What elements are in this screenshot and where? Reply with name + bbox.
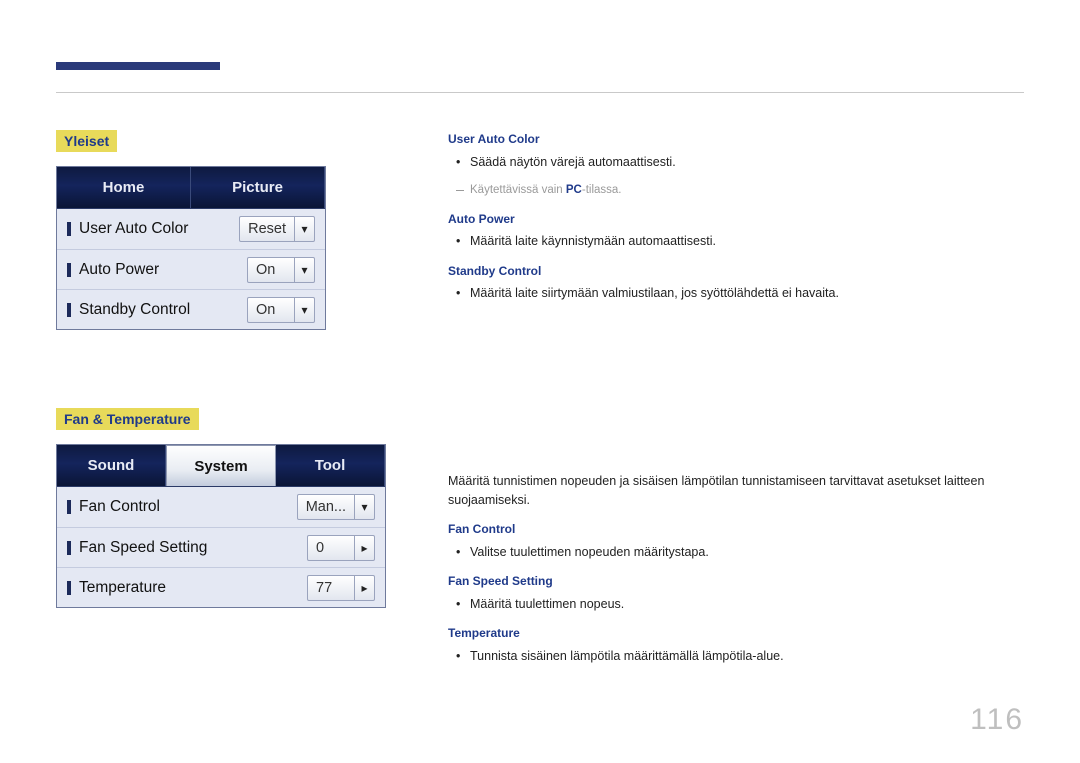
page-number: 116 <box>970 703 1024 737</box>
heading-fan-control: Fan Control <box>448 520 1024 539</box>
dropdown-auto-power[interactable]: On ▾ <box>247 257 315 283</box>
row-label: User Auto Color <box>79 220 239 238</box>
screenshot-yleiset: Home Picture User Auto Color Reset ▾ <box>56 166 326 330</box>
stepper-value: 77 <box>308 580 354 596</box>
list: Määritä laite käynnistymään automaattise… <box>448 232 1024 251</box>
chevron-down-icon: ▾ <box>354 495 374 519</box>
content: Yleiset Home Picture User Auto Color Res… <box>56 130 1024 676</box>
dropdown-value: Reset <box>240 221 294 237</box>
list-item: Määritä tuulettimen nopeus. <box>448 595 1024 614</box>
row-standby-control: Standby Control On ▾ <box>57 289 325 329</box>
chevron-right-icon: ▸ <box>354 576 374 600</box>
row-label: Standby Control <box>79 301 247 319</box>
heading-temperature: Temperature <box>448 624 1024 643</box>
row-fan-control: Fan Control Man... ▾ <box>57 487 385 527</box>
stepper-value: 0 <box>308 540 354 556</box>
dropdown-value: Man... <box>298 499 354 515</box>
section-title-fantemp: Fan & Temperature <box>56 408 199 430</box>
row-marker-icon <box>67 303 71 317</box>
dropdown-user-auto-color[interactable]: Reset ▾ <box>239 216 315 242</box>
row-marker-icon <box>67 581 71 595</box>
chevron-down-icon: ▾ <box>294 298 314 322</box>
row-temperature: Temperature 77 ▸ <box>57 567 385 607</box>
list: Määritä laite siirtymään valmiustilaan, … <box>448 284 1024 303</box>
dropdown-value: On <box>248 262 294 278</box>
dropdown-fan-control[interactable]: Man... ▾ <box>297 494 375 520</box>
row-auto-power: Auto Power On ▾ <box>57 249 325 289</box>
row-label: Fan Control <box>79 498 297 516</box>
dash-icon <box>456 190 464 191</box>
screenshot-fantemp: Sound System Tool Fan Control Man... ▾ <box>56 444 386 608</box>
row-user-auto-color: User Auto Color Reset ▾ <box>57 209 325 249</box>
list-item: Määritä laite siirtymään valmiustilaan, … <box>448 284 1024 303</box>
tab-picture[interactable]: Picture <box>191 167 325 208</box>
tabs-bar: Sound System Tool <box>57 445 385 487</box>
tab-home[interactable]: Home <box>57 167 191 208</box>
section-fantemp: Fan & Temperature Sound System Tool Fan … <box>56 408 408 608</box>
list-item: Valitse tuulettimen nopeuden määritystap… <box>448 543 1024 562</box>
dropdown-standby-control[interactable]: On ▾ <box>247 297 315 323</box>
dropdown-value: On <box>248 302 294 318</box>
row-label: Auto Power <box>79 261 247 279</box>
note-pc: PC <box>566 184 582 196</box>
tab-sound[interactable]: Sound <box>57 445 166 486</box>
section-title-yleiset: Yleiset <box>56 130 117 152</box>
settings-rows: User Auto Color Reset ▾ Auto Power On ▾ <box>57 209 325 329</box>
intro-fantemp: Määritä tunnistimen nopeuden ja sisäisen… <box>448 472 1024 511</box>
heading-auto-power: Auto Power <box>448 210 1024 229</box>
row-marker-icon <box>67 541 71 555</box>
tabs-bar: Home Picture <box>57 167 325 209</box>
row-marker-icon <box>67 263 71 277</box>
chevron-down-icon: ▾ <box>294 217 314 241</box>
tab-tool[interactable]: Tool <box>276 445 385 486</box>
row-label: Fan Speed Setting <box>79 539 307 557</box>
list-item: Säädä näytön värejä automaattisesti. <box>448 153 1024 172</box>
heading-fan-speed-setting: Fan Speed Setting <box>448 572 1024 591</box>
spacer <box>448 314 1024 472</box>
note-pc-only: Käytettävissä vain PC-tilassa. <box>448 182 1024 200</box>
header-divider <box>56 92 1024 93</box>
header-accent-bar <box>56 62 220 70</box>
list: Valitse tuulettimen nopeuden määritystap… <box>448 543 1024 562</box>
chevron-down-icon: ▾ <box>294 258 314 282</box>
list: Määritä tuulettimen nopeus. <box>448 595 1024 614</box>
heading-user-auto-color: User Auto Color <box>448 130 1024 149</box>
note-text-post: -tilassa. <box>582 184 622 196</box>
tab-system[interactable]: System <box>166 445 276 486</box>
left-column: Yleiset Home Picture User Auto Color Res… <box>56 130 408 676</box>
settings-rows: Fan Control Man... ▾ Fan Speed Setting 0 <box>57 487 385 607</box>
stepper-temperature[interactable]: 77 ▸ <box>307 575 375 601</box>
note-text-pre: Käytettävissä vain <box>470 184 566 196</box>
chevron-right-icon: ▸ <box>354 536 374 560</box>
row-fan-speed-setting: Fan Speed Setting 0 ▸ <box>57 527 385 567</box>
list: Tunnista sisäinen lämpötila määrittämäll… <box>448 647 1024 666</box>
row-marker-icon <box>67 500 71 514</box>
stepper-fan-speed[interactable]: 0 ▸ <box>307 535 375 561</box>
list-item: Määritä laite käynnistymään automaattise… <box>448 232 1024 251</box>
row-label: Temperature <box>79 579 307 597</box>
right-column: User Auto Color Säädä näytön värejä auto… <box>448 130 1024 676</box>
list-item: Tunnista sisäinen lämpötila määrittämäll… <box>448 647 1024 666</box>
list: Säädä näytön värejä automaattisesti. <box>448 153 1024 172</box>
heading-standby-control: Standby Control <box>448 262 1024 281</box>
row-marker-icon <box>67 222 71 236</box>
page: Yleiset Home Picture User Auto Color Res… <box>0 0 1080 763</box>
